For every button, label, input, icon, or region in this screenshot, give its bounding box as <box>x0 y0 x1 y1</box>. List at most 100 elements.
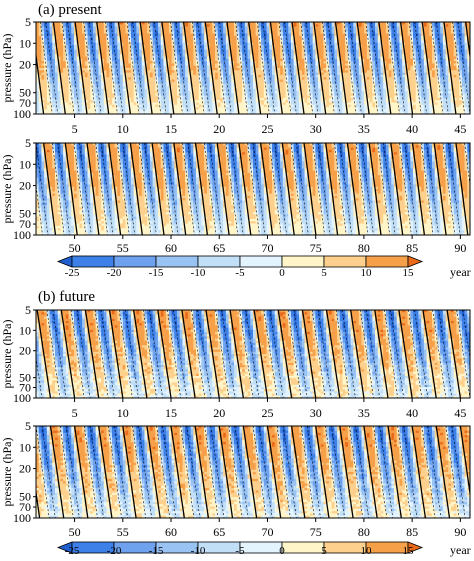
x-tick-label: 90 <box>454 525 466 539</box>
colorbar-tick-label: -25 <box>65 267 80 279</box>
contour-lines <box>36 310 470 398</box>
colorbar-swatch <box>239 541 283 554</box>
y-tick-label: 70 <box>19 96 31 110</box>
y-tick-label: 70 <box>19 500 31 514</box>
colorbar-tick-label: -25 <box>65 545 80 557</box>
colorbar-min-arrow <box>56 255 73 268</box>
colorbar-tick-label: 15 <box>403 545 415 557</box>
panel-a-title: (a) present <box>38 2 103 18</box>
colorbar-tick-label: -5 <box>235 545 245 557</box>
y-tick-label: 5 <box>25 15 31 29</box>
x-tick-label: 5 <box>72 406 78 420</box>
colorbar-1: -25 -20 -15 -10 -5 0 5 10 15 year <box>56 255 471 279</box>
x-tick-label: 10 <box>117 122 129 136</box>
x-tick-label: 75 <box>310 241 322 255</box>
colorbar-swatch <box>71 255 115 268</box>
x-tick-label: 45 <box>454 406 466 420</box>
x-tick-label: 85 <box>406 241 418 255</box>
x-tick-label: 55 <box>117 241 129 255</box>
colorbar-2: -25 -20 -15 -10 -5 0 5 10 15 year <box>56 541 471 557</box>
colorbar-tick-label: -20 <box>107 545 122 557</box>
x-tick-label: 25 <box>261 406 273 420</box>
y-tick-label: 100 <box>13 391 31 405</box>
contour-lines <box>36 426 470 518</box>
x-tick-label: 40 <box>406 122 418 136</box>
colorbar-swatch <box>239 255 283 268</box>
y-tick-label: 10 <box>19 440 31 454</box>
x-tick-label: 60 <box>165 525 177 539</box>
y-tick-label: 5 <box>25 136 31 150</box>
colorbar-max-arrow <box>407 255 424 268</box>
x-tick-label: 20 <box>213 122 225 136</box>
wind-field <box>36 143 470 235</box>
y-axis-label: pressure (hPa) <box>0 320 14 389</box>
colorbar-year-label: year <box>450 265 471 279</box>
contour-lines <box>36 22 470 114</box>
colorbar-tick-label: -5 <box>235 267 245 279</box>
wind-field <box>36 426 470 518</box>
y-tick-label: 70 <box>19 217 31 231</box>
colorbar-tick-label: 5 <box>321 545 327 557</box>
panel-b-title: (b) future <box>38 289 95 305</box>
colorbar-tick-label: -15 <box>149 545 164 557</box>
x-tick-label: 70 <box>261 525 273 539</box>
colorbar-tick-label: 15 <box>403 267 415 279</box>
x-tick-label: 50 <box>69 241 81 255</box>
x-tick-label: 30 <box>310 122 322 136</box>
x-tick-label: 20 <box>213 406 225 420</box>
x-tick-label: 70 <box>261 241 273 255</box>
x-tick-label: 50 <box>69 525 81 539</box>
colorbar-tick-label: -15 <box>149 267 164 279</box>
y-axis-label: pressure (hPa) <box>0 155 14 224</box>
colorbar-tick-label: 10 <box>361 267 373 279</box>
plot-frame <box>35 21 471 115</box>
colorbar-tick-label: 0 <box>279 267 285 279</box>
colorbar-swatch <box>323 255 367 268</box>
x-tick-label: 25 <box>261 122 273 136</box>
x-tick-label: 30 <box>310 406 322 420</box>
colorbar-tick-label: -10 <box>191 545 206 557</box>
wind-field <box>36 22 470 114</box>
x-tick-label: 15 <box>165 122 177 136</box>
x-tick-label: 80 <box>358 525 370 539</box>
x-tick-label: 15 <box>165 406 177 420</box>
y-tick-label: 10 <box>19 157 31 171</box>
x-tick-label: 80 <box>358 241 370 255</box>
y-tick-label: 5 <box>25 419 31 433</box>
y-tick-label: 70 <box>19 381 31 395</box>
x-tick-label: 10 <box>117 406 129 420</box>
y-tick-label: 10 <box>19 323 31 337</box>
x-tick-label: 90 <box>454 241 466 255</box>
y-tick-label: 5 <box>25 303 31 317</box>
colorbar-year-label: year <box>450 543 471 557</box>
contour-lines <box>36 143 470 235</box>
colorbar-tick-label: 5 <box>321 267 327 279</box>
y-tick-label: 50 <box>19 207 31 221</box>
y-tick-label: 20 <box>19 179 31 193</box>
x-tick-label: 35 <box>358 406 370 420</box>
colorbar-tick-label: 0 <box>279 545 285 557</box>
colorbar-swatch <box>281 255 325 268</box>
y-axis-label: pressure (hPa) <box>0 34 14 103</box>
plot-frame <box>35 142 471 236</box>
y-tick-label: 100 <box>13 511 31 525</box>
colorbar-tick-label: -10 <box>191 267 206 279</box>
y-tick-label: 50 <box>19 86 31 100</box>
x-tick-label: 55 <box>117 525 129 539</box>
colorbar-swatch <box>113 255 157 268</box>
x-tick-label: 65 <box>213 525 225 539</box>
x-tick-label: 60 <box>165 241 177 255</box>
y-tick-label: 20 <box>19 58 31 72</box>
x-tick-label: 75 <box>310 525 322 539</box>
y-tick-label: 10 <box>19 36 31 50</box>
y-tick-label: 50 <box>19 490 31 504</box>
plot-frame <box>35 425 471 519</box>
colorbar-swatch <box>155 255 199 268</box>
y-tick-label: 20 <box>19 344 31 358</box>
colorbar-swatch <box>197 255 241 268</box>
